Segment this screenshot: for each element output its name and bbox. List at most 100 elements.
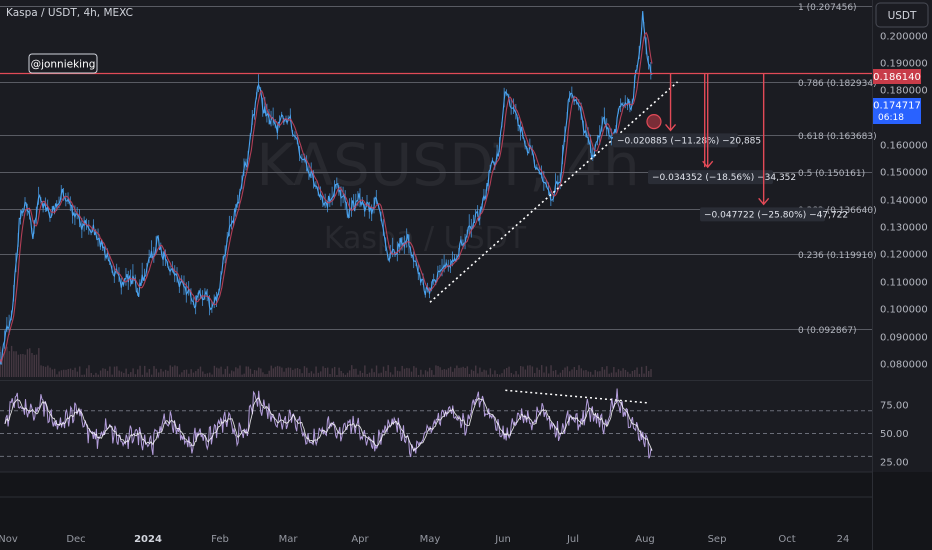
projection-label-0: −0.020885 (−11.28%) −20,885 [617,136,761,146]
fib-label-6: 0 (0.092867) [798,326,857,336]
rsi-tick-1: 50.00 [880,429,909,440]
volume-bar [568,371,571,377]
watermark-ticker: KASUSDT, 4h [256,131,639,199]
volume-bar [441,369,443,377]
volume-bar [340,370,342,377]
volume-bar [582,370,585,377]
volume-bar [608,373,610,377]
volume-bar [592,374,594,377]
volume-bar [541,365,543,377]
volume-bar [192,372,195,377]
volume-bar [527,365,529,377]
volume-bar [435,365,437,377]
volume-bar [371,368,373,377]
price-tick-11: 0.080000 [880,360,928,371]
volume-bar [522,366,524,377]
volume-bar [378,373,380,377]
volume-bar [4,347,6,377]
volume-bar [40,365,42,377]
currency-button-label[interactable]: USDT [888,10,917,22]
volume-bar [220,366,222,377]
volume-bar [26,349,29,377]
fib-label-1: 0.786 (0.182934) [798,79,877,89]
volume-bar [116,366,118,377]
volume-bar [176,366,178,377]
volume-bar [51,369,54,377]
volume-bar [301,373,303,377]
volume-bar [134,374,137,377]
volume-bar [479,367,481,377]
volume-bar [336,374,338,377]
volume-bar [401,365,403,377]
volume-bar [162,371,164,377]
volume-bar [111,374,113,377]
last-price-badge-text: 0.174717 [873,101,921,112]
volume-bar [274,366,277,377]
rsi-signal-line [4,397,653,452]
volume-bar [506,368,508,377]
time-tick-1: Dec [66,534,85,545]
volume-bar [631,370,634,377]
author-tag-text: @jonnieking [31,59,96,71]
time-tick-9: Aug [635,534,655,545]
volume-bar [606,366,608,377]
volume-bar [245,366,247,377]
volume-bar [392,374,394,377]
price-tick-6: 0.130000 [880,223,928,234]
volume-bar [144,365,146,377]
time-tick-4: Mar [279,534,299,545]
volume-bar [44,366,47,377]
volume-bar [617,369,620,377]
volume-bar [88,365,90,377]
volume-bar [58,371,60,377]
volume-bar [6,346,8,377]
volume-bar [139,365,141,377]
volume-bar [197,368,199,377]
volume-bar [224,368,227,377]
volume-bar [169,365,171,377]
volume-bar [83,374,86,377]
volume-bar [317,372,320,377]
author-tag: @jonnieking [28,53,98,74]
volume-bar [137,369,139,377]
volume-bar [69,368,72,377]
volume-bar [148,368,151,377]
price-tick-0: 0.200000 [880,32,928,43]
currency-button[interactable]: USDT [875,2,929,28]
volume-bar [494,370,496,377]
volume-bar [575,370,578,377]
volume-bar [190,369,192,377]
breakdown-marker [646,114,662,130]
volume-bar [106,370,109,377]
volume-bar [599,371,601,377]
volume-bar [289,367,292,377]
volume-bar [359,370,361,377]
volume-bar [63,369,65,377]
volume-bar [199,366,202,377]
volume-bar [308,372,310,377]
volume-bar [24,354,26,377]
volume-bar [571,369,573,377]
axes: 0.200000 0.190000 0.180000 0.160000 0.150000… [0,32,928,546]
time-tick-5: Apr [351,534,369,545]
volume-bar [643,373,645,377]
volume-bar [538,369,541,377]
volume-bar [491,374,494,377]
volume-bar [132,368,134,377]
volume-bar [394,366,396,377]
volume-bar [580,368,583,377]
volume-bar [346,372,349,377]
price-line [0,11,653,365]
volume-bar [573,366,576,377]
volume-bar [74,367,76,377]
volume-bar [35,354,38,377]
volume-bar [326,367,329,377]
volume-bar [188,373,190,377]
volume-bar [489,368,492,377]
volume-bar [241,374,243,377]
volume-bar [620,370,622,377]
volume-bar [299,369,301,377]
volume-bar [462,366,464,377]
price-tick-7: 0.120000 [880,250,928,261]
